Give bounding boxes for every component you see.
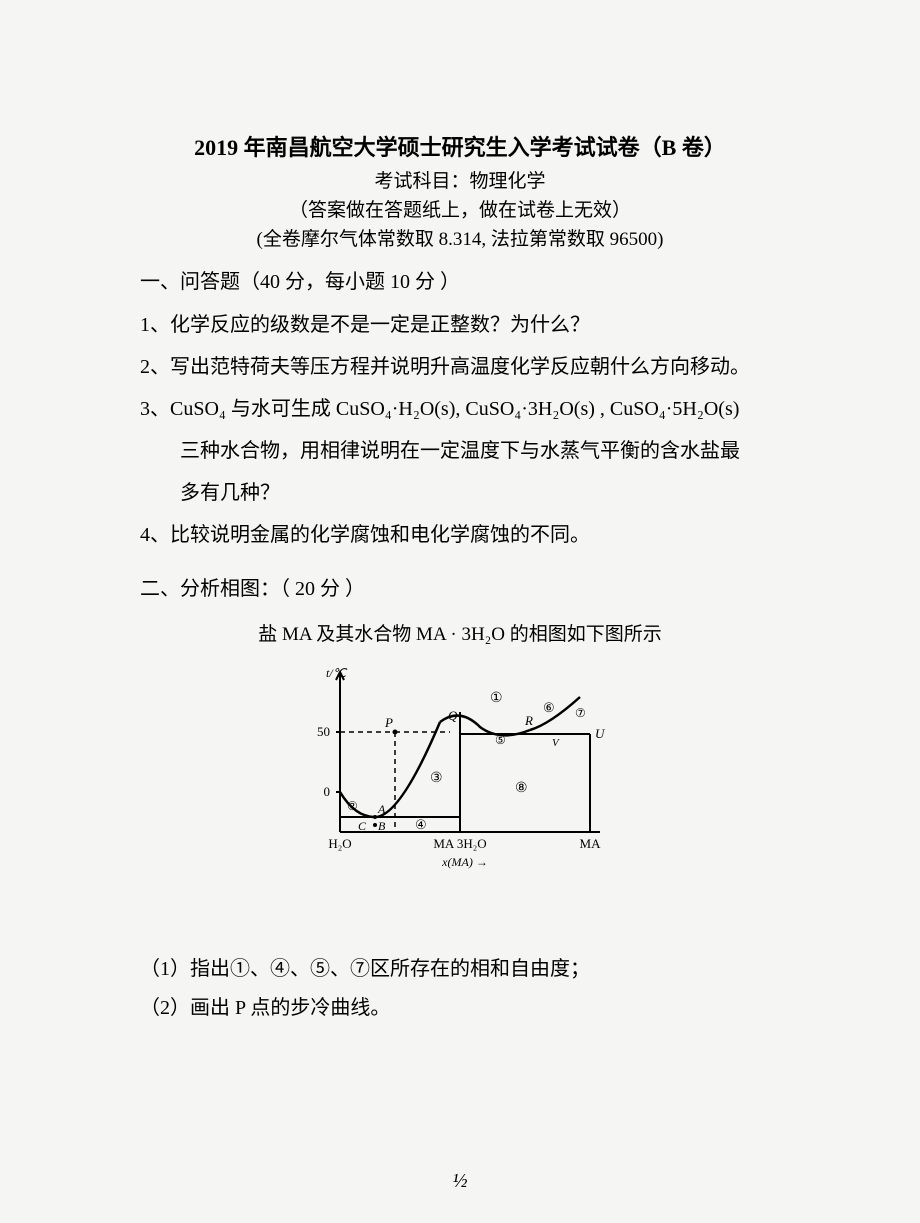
question-1: 1、化学反应的级数是不是一定是正整数？为什么？ (140, 308, 780, 342)
section-2-header: 二、分析相图：（ 20 分 ） (140, 572, 780, 601)
label-C: C (358, 819, 367, 833)
answer-instruction: （答案做在答题纸上，做在试卷上无效） (140, 195, 780, 222)
label-B: B (378, 819, 386, 833)
subject-label: 考试科目： (374, 171, 469, 192)
y-axis-label: t/℃ (326, 666, 348, 680)
region-4: ④ (415, 817, 427, 832)
x-axis-label: x(MA) → (441, 855, 488, 869)
label-V: V (552, 737, 560, 749)
subquestion-1: （1）指出①、④、⑤、⑦区所存在的相和自由度； (140, 952, 780, 981)
x-label-ma3h2o: MA 3H₂O (433, 836, 486, 851)
question-4: 4、比较说明金属的化学腐蚀和电化学腐蚀的不同。 (140, 518, 780, 552)
question-3-line3: 多有几种？ (140, 476, 780, 510)
subquestion-2: （2）画出 P 点的步冷曲线。 (140, 991, 780, 1020)
exam-title: 2019 年南昌航空大学硕士研究生入学考试试卷（B 卷） (140, 130, 780, 162)
region-1: ① (490, 691, 503, 706)
question-3-line1: 3、CuSO₄ 与水可生成 CuSO₄·H₂O(s), CuSO₄·3H₂O(s… (140, 392, 780, 426)
x-label-h2o: H₂O (328, 836, 351, 851)
region-2: ② (347, 799, 358, 813)
label-P: P (384, 715, 393, 730)
y-tick-0: 0 (324, 784, 331, 799)
diagram-caption: 盐 MA 及其水合物 MA · 3H₂O 的相图如下图所示 (140, 619, 780, 646)
region-3: ③ (430, 771, 443, 786)
subject-line: 考试科目：物理化学 (140, 166, 780, 193)
phase-diagram-container: 50 0 t/℃ P Q R U V A B C ① (140, 662, 780, 892)
label-U: U (595, 726, 606, 741)
constants-note: (全卷摩尔气体常数取 8.314, 法拉第常数取 96500) (140, 224, 780, 251)
region-8: ⑧ (515, 781, 528, 796)
y-tick-50: 50 (317, 724, 330, 739)
label-R: R (524, 713, 533, 728)
question-3-line2: 三种水合物，用相律说明在一定温度下与水蒸气平衡的含水盐最 (140, 434, 780, 468)
region-5: ⑤ (495, 733, 506, 747)
region-7: ⑦ (575, 706, 586, 720)
label-A: A (377, 802, 386, 816)
section-1-header: 一、问答题（40 分，每小题 10 分 ） (140, 265, 780, 294)
subject-name: 物理化学 (470, 171, 546, 192)
region-6: ⑥ (543, 700, 555, 715)
phase-diagram: 50 0 t/℃ P Q R U V A B C ① (300, 662, 620, 892)
label-Q: Q (448, 708, 458, 723)
x-label-ma: MA (580, 836, 602, 851)
page-number: ½ (453, 1170, 468, 1193)
question-2: 2、写出范特荷夫等压方程并说明升高温度化学反应朝什么方向移动。 (140, 350, 780, 384)
